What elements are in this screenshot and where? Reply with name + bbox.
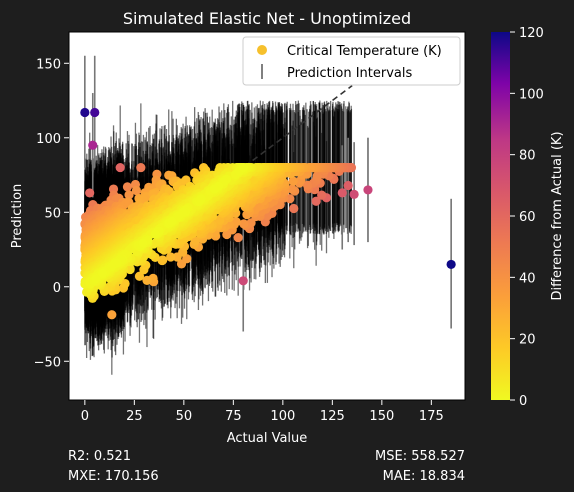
- colorbar: 0 20 40 60 80 100 120 Difference from Actual (…: [491, 26, 565, 409]
- legend-marker-critical-temperature: [257, 45, 267, 55]
- data-point: [107, 310, 117, 320]
- data-point: [337, 188, 347, 198]
- data-point: [238, 162, 248, 173]
- x-tick-label: 75: [225, 409, 242, 424]
- data-point: [120, 278, 130, 289]
- metric-mse: MSE: 558.527: [375, 449, 465, 464]
- data-point: [90, 107, 100, 118]
- data-point: [343, 180, 353, 191]
- data-point: [311, 196, 321, 206]
- data-point: [349, 189, 359, 199]
- y-tick-label: 0: [53, 281, 61, 296]
- colorbar-ticks: 0 20 40 60 80 100 120: [510, 26, 544, 409]
- colorbar-tick-label: 100: [519, 87, 544, 102]
- x-tick-label: 100: [270, 409, 295, 424]
- metric-mxe: MXE: 170.156: [68, 469, 159, 484]
- data-point: [138, 238, 148, 248]
- data-point: [233, 232, 243, 243]
- legend: Critical Temperature (K) Prediction Inte…: [242, 36, 461, 86]
- data-point: [134, 271, 145, 281]
- colorbar-bar: [491, 32, 510, 400]
- x-tick-label: 150: [369, 409, 394, 424]
- data-point: [97, 268, 108, 278]
- colorbar-tick-label: 120: [519, 26, 544, 41]
- chart-title: Simulated Elastic Net - Unoptimized: [123, 9, 411, 28]
- metric-r2: R2: 0.521: [68, 449, 131, 464]
- x-tick-label: 175: [419, 409, 444, 424]
- data-point: [312, 171, 322, 181]
- data-point: [131, 185, 142, 196]
- y-tick-label: 150: [36, 57, 61, 72]
- data-point: [209, 184, 220, 194]
- data-point: [136, 162, 146, 173]
- data-point: [317, 190, 327, 200]
- data-point: [231, 217, 241, 227]
- data-point: [158, 255, 168, 265]
- y-tick-label: 100: [36, 132, 61, 147]
- metric-mae: MAE: 18.834: [383, 469, 465, 484]
- y-axis-label: Prediction: [10, 184, 25, 249]
- data-point: [142, 275, 152, 285]
- data-point: [125, 264, 135, 274]
- y-tick-label: 50: [44, 206, 61, 221]
- data-point: [85, 188, 95, 198]
- x-axis-ticks: 0 25 50 75 100 125 150 175: [81, 400, 444, 424]
- legend-label-prediction-intervals: Prediction Intervals: [287, 66, 412, 81]
- data-point: [174, 210, 184, 221]
- data-point: [124, 190, 134, 200]
- y-tick-label: −50: [34, 355, 61, 370]
- data-point: [302, 180, 313, 190]
- data-point: [363, 185, 373, 195]
- colorbar-tick-label: 80: [519, 149, 536, 164]
- data-point: [238, 276, 248, 286]
- data-points: [80, 107, 456, 320]
- x-tick-label: 50: [176, 409, 193, 424]
- colorbar-tick-label: 20: [519, 333, 536, 348]
- plot-frame: [68, 31, 466, 401]
- data-point: [287, 184, 297, 194]
- x-tick-label: 125: [320, 409, 345, 424]
- data-point: [446, 259, 456, 270]
- data-point: [115, 162, 125, 173]
- data-point: [91, 274, 101, 284]
- data-point: [80, 107, 90, 118]
- data-point: [150, 229, 160, 239]
- data-point: [190, 236, 200, 246]
- data-point: [289, 203, 299, 214]
- x-axis-label: Actual Value: [227, 431, 308, 446]
- data-point: [88, 140, 98, 150]
- colorbar-label: Difference from Actual (K): [550, 131, 565, 300]
- data-point: [122, 182, 133, 192]
- data-point: [167, 216, 177, 226]
- legend-box: [242, 36, 461, 86]
- x-tick-label: 25: [126, 409, 143, 424]
- legend-label-critical-temperature: Critical Temperature (K): [287, 44, 442, 59]
- x-tick-label: 0: [81, 409, 89, 424]
- data-point: [196, 194, 206, 204]
- y-axis-ticks: −50 0 50 100 150: [34, 57, 69, 370]
- data-point: [288, 176, 298, 186]
- data-point: [239, 219, 249, 229]
- colorbar-tick-label: 40: [519, 271, 536, 286]
- data-point: [166, 252, 176, 262]
- colorbar-tick-label: 0: [519, 394, 527, 409]
- colorbar-tick-label: 60: [519, 210, 536, 225]
